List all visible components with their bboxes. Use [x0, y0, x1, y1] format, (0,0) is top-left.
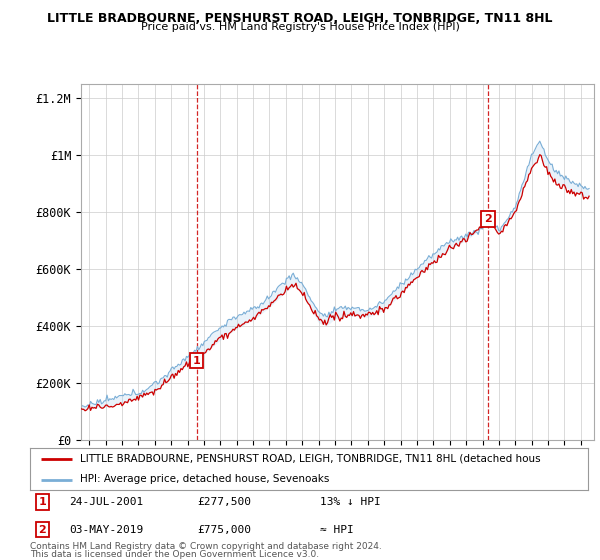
Text: 24-JUL-2001: 24-JUL-2001 [69, 497, 143, 507]
Text: Price paid vs. HM Land Registry's House Price Index (HPI): Price paid vs. HM Land Registry's House … [140, 22, 460, 32]
Text: £277,500: £277,500 [197, 497, 251, 507]
Text: HPI: Average price, detached house, Sevenoaks: HPI: Average price, detached house, Seve… [80, 474, 329, 484]
Text: 1: 1 [193, 356, 200, 366]
Text: ≈ HPI: ≈ HPI [320, 525, 354, 535]
Text: 2: 2 [38, 525, 46, 535]
Text: 13% ↓ HPI: 13% ↓ HPI [320, 497, 381, 507]
Text: £775,000: £775,000 [197, 525, 251, 535]
Text: 1: 1 [38, 497, 46, 507]
Text: LITTLE BRADBOURNE, PENSHURST ROAD, LEIGH, TONBRIDGE, TN11 8HL (detached hous: LITTLE BRADBOURNE, PENSHURST ROAD, LEIGH… [80, 454, 541, 464]
Text: Contains HM Land Registry data © Crown copyright and database right 2024.: Contains HM Land Registry data © Crown c… [30, 542, 382, 551]
Text: LITTLE BRADBOURNE, PENSHURST ROAD, LEIGH, TONBRIDGE, TN11 8HL: LITTLE BRADBOURNE, PENSHURST ROAD, LEIGH… [47, 12, 553, 25]
Text: 2: 2 [484, 214, 492, 224]
Text: 03-MAY-2019: 03-MAY-2019 [69, 525, 143, 535]
Text: This data is licensed under the Open Government Licence v3.0.: This data is licensed under the Open Gov… [30, 550, 319, 559]
